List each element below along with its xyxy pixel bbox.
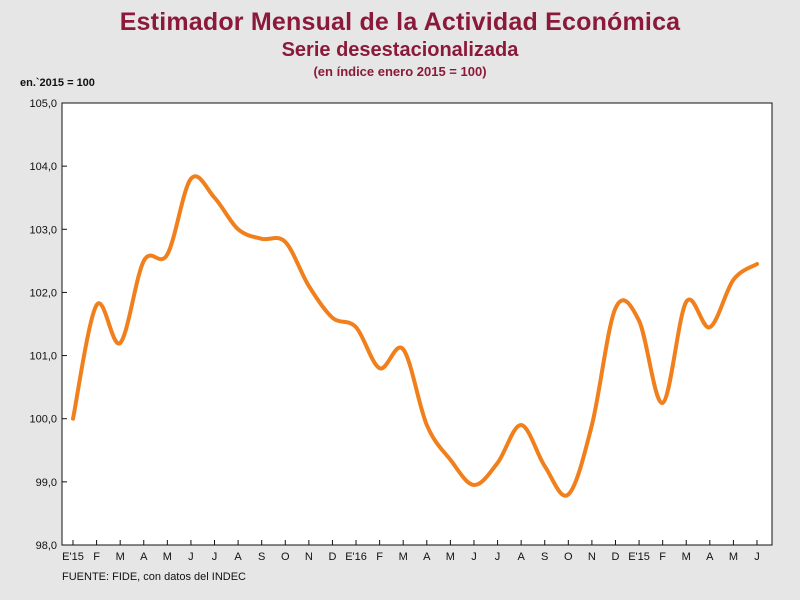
x-tick-label: O bbox=[281, 551, 290, 563]
y-tick-label: 100,0 bbox=[29, 414, 57, 426]
chart-title: Estimador Mensual de la Actividad Económ… bbox=[119, 8, 681, 36]
x-axis: E'15 F M A M J J A S O N D E'16 F M A M J J A S O N D E'15 F M A M J bbox=[62, 540, 760, 563]
x-tick-label: M bbox=[446, 551, 455, 563]
source-note: FUENTE: FIDE, con datos del INDEC bbox=[62, 571, 246, 583]
x-tick-label: S bbox=[541, 551, 548, 563]
y-tick-label: 104,0 bbox=[29, 161, 57, 173]
x-tick-label: N bbox=[305, 551, 313, 563]
y-tick-label: 102,0 bbox=[29, 287, 57, 299]
x-tick-label: A bbox=[140, 551, 148, 563]
x-tick-label: J bbox=[495, 551, 501, 563]
y-tick-label: 105,0 bbox=[29, 98, 57, 110]
chart-note: (en índice enero 2015 = 100) bbox=[313, 64, 487, 79]
x-tick-label: J bbox=[212, 551, 218, 563]
x-tick-label: J bbox=[471, 551, 477, 563]
y-tick-label: 99,0 bbox=[36, 477, 57, 489]
x-tick-label: F bbox=[93, 551, 100, 563]
x-tick-label: M bbox=[729, 551, 738, 563]
x-tick-label: M bbox=[682, 551, 691, 563]
y-tick-label: 103,0 bbox=[29, 224, 57, 236]
x-tick-label: S bbox=[258, 551, 265, 563]
y-axis: 98,0 99,0 100,0 101,0 102,0 103,0 104,0 105,0 bbox=[29, 98, 67, 552]
x-tick-label: M bbox=[116, 551, 125, 563]
y-tick-label: 101,0 bbox=[29, 351, 57, 363]
x-tick-label: N bbox=[588, 551, 596, 563]
x-tick-label: E'15 bbox=[62, 551, 84, 563]
y-axis-unit-label: en.`2015 = 100 bbox=[20, 77, 95, 89]
x-tick-label: F bbox=[659, 551, 666, 563]
plot-area bbox=[61, 102, 773, 546]
x-tick-label: J bbox=[188, 551, 194, 563]
series-line bbox=[71, 174, 759, 498]
x-tick-label: D bbox=[612, 551, 620, 563]
y-tick-label: 98,0 bbox=[36, 540, 57, 552]
x-tick-label: M bbox=[399, 551, 408, 563]
x-tick-label: A bbox=[517, 551, 525, 563]
x-tick-label: O bbox=[564, 551, 573, 563]
x-tick-label: F bbox=[376, 551, 383, 563]
x-tick-label: A bbox=[423, 551, 431, 563]
x-tick-label: J bbox=[754, 551, 760, 563]
chart-subtitle: Serie desestacionalizada bbox=[281, 39, 519, 61]
x-tick-label: E'15 bbox=[628, 551, 650, 563]
x-tick-label: M bbox=[163, 551, 172, 563]
x-tick-label: E'16 bbox=[345, 551, 367, 563]
x-tick-label: D bbox=[328, 551, 336, 563]
x-tick-label: A bbox=[234, 551, 242, 563]
x-tick-label: A bbox=[706, 551, 714, 563]
